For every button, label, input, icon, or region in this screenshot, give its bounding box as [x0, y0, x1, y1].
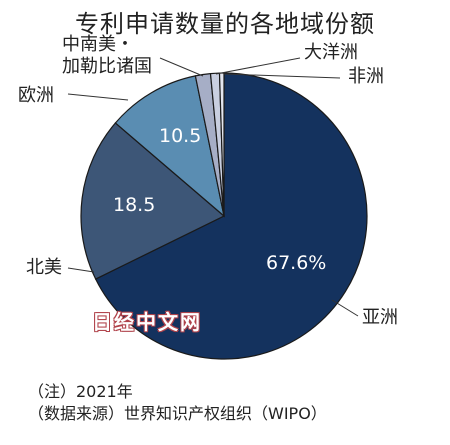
leader-line-latam: [159, 57, 204, 77]
leader-line-asia: [331, 299, 359, 317]
leader-line-north-america: [67, 267, 95, 273]
footnote-year: （注）2021年: [28, 382, 133, 401]
slice-value-asia: 67.6%: [266, 252, 326, 274]
chart-title: 专利申请数量的各地域份额: [75, 10, 375, 38]
pie-slice-europe: [114, 75, 225, 218]
leader-line-africa: [223, 73, 341, 79]
slice-label-europe: 欧洲: [18, 85, 54, 106]
leader-line-europe: [67, 93, 129, 101]
slice-value-north-america: 18.5: [113, 194, 155, 216]
slice-label-latam-line2: 加勒比诸国: [62, 56, 152, 77]
pie-slice-asia: [94, 72, 368, 360]
footnote-source: （数据来源）世界知识产权组织（WIPO）: [28, 404, 327, 423]
slice-label-latam-line1: 中南美・: [62, 34, 134, 55]
leader-line-oceania: [215, 57, 301, 75]
watermark-logo: 日经中文网: [92, 310, 202, 334]
slice-label-africa: 非洲: [348, 66, 384, 87]
slice-label-north-america: 北美: [26, 257, 62, 278]
slice-label-asia: 亚洲: [362, 307, 398, 328]
slice-label-oceania: 大洋洲: [304, 42, 358, 63]
pie-slice-north-america: [80, 122, 226, 280]
slice-value-europe: 10.5: [159, 125, 201, 147]
